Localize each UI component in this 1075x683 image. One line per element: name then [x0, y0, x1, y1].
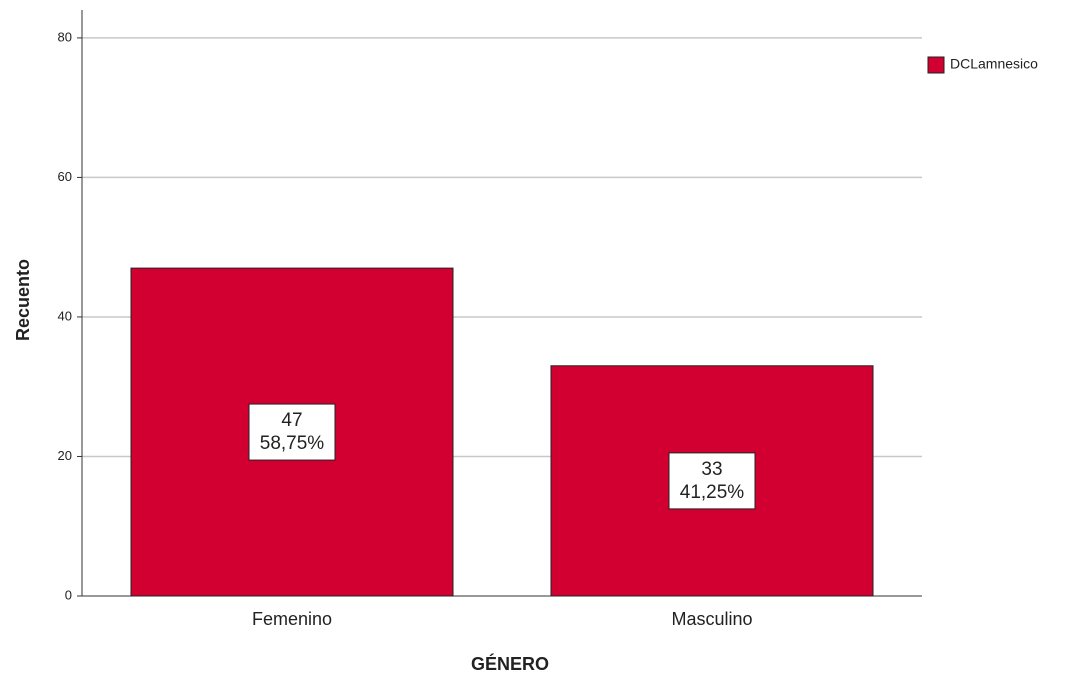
y-tick-label: 0 [65, 587, 72, 602]
data-label-percent: 41,25% [680, 482, 745, 503]
x-tick-label: Femenino [252, 609, 332, 629]
data-label-percent: 58,75% [260, 433, 325, 454]
y-tick-label: 40 [58, 308, 72, 323]
y-tick-label: 80 [58, 29, 72, 44]
data-label: 47 [281, 410, 302, 431]
x-tick-label: Masculino [671, 609, 752, 629]
legend-swatch [927, 56, 945, 74]
y-axis-label: Recuento [13, 259, 33, 341]
data-label: 33 [701, 459, 722, 480]
legend-label: DCLamnesico [950, 56, 1038, 72]
y-tick-label: 20 [58, 448, 72, 463]
data-label-box [248, 403, 336, 461]
y-tick-label: 60 [58, 169, 72, 184]
data-label-box [668, 452, 756, 510]
x-axis-label: GÉNERO [471, 653, 549, 674]
